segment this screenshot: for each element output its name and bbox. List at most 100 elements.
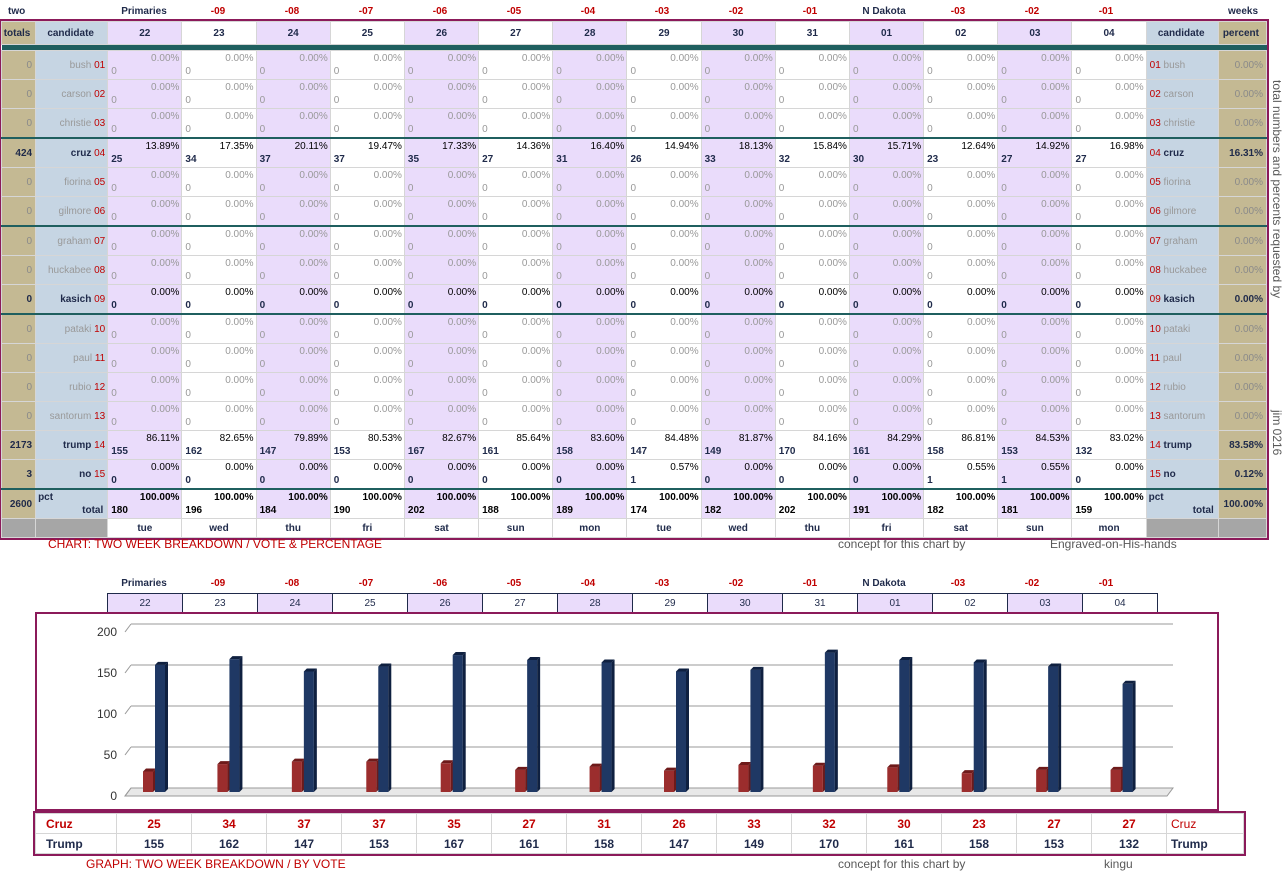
series-value: 35 — [416, 813, 492, 834]
vote-cell: 0.00% 0 — [848, 196, 925, 227]
candidate-number: 13 — [94, 410, 106, 422]
vote-percent: 0.00% — [447, 346, 477, 357]
vote-percent: 0.00% — [225, 199, 254, 210]
column-group-header: N Dakota — [862, 6, 906, 17]
bar-side-trump — [537, 656, 541, 792]
vote-percent: 0.00% — [521, 170, 551, 181]
vote-count: 0 — [1001, 417, 1007, 428]
vote-percent: 0.00% — [1041, 317, 1070, 328]
vote-cell: 0.00% 0 — [403, 255, 480, 285]
column-group-header: -02 — [728, 578, 744, 589]
candidate-number: 08 — [94, 264, 106, 276]
bar-top-trump — [527, 656, 541, 660]
candidate-number: 02 — [1149, 88, 1161, 100]
chart-date-header: 28 — [557, 593, 633, 613]
vote-cell: 83.02% 132 — [1071, 430, 1147, 460]
series-value: 167 — [416, 833, 492, 854]
vote-count: 0 — [778, 183, 785, 194]
column-group-header: -09 — [210, 578, 226, 589]
total-percent: 100.00% — [807, 492, 847, 503]
candidate-name: bush — [69, 59, 92, 71]
candidate-percent: 0.00% — [1217, 343, 1268, 373]
y-tick-label: 0 — [110, 789, 117, 803]
vote-cell: 0.00% 0 — [552, 196, 628, 227]
vote-count: 0 — [1001, 271, 1007, 282]
day-label: tue — [107, 518, 183, 538]
vote-cell: 0.00% 0 — [923, 225, 999, 256]
total-count: 180 — [111, 505, 128, 516]
vote-count: 0 — [852, 95, 859, 106]
candidate-percent: 0.00% — [1217, 196, 1268, 227]
vote-percent: 0.00% — [373, 170, 402, 181]
vote-count: 0 — [927, 359, 933, 370]
candidate-name: gilmore — [1163, 205, 1197, 217]
y-tick-label: 50 — [104, 748, 118, 762]
candidate-row: 0 santorum 13 0.00% 0 0.00% 0 0.00% 0 0.00% 0 0.00… — [0, 401, 1268, 431]
column-group-header: -01 — [1098, 578, 1114, 589]
vote-percent: 0.00% — [151, 170, 180, 181]
vote-percent: 0.00% — [670, 53, 699, 64]
vote-percent: 0.00% — [818, 317, 847, 328]
vote-count: 0 — [1001, 95, 1007, 106]
bar-top-trump — [378, 663, 392, 667]
candidate-name-cell-right: 09 kasich — [1145, 284, 1219, 315]
vote-cell: 0.00% 0 — [626, 343, 702, 373]
series-name: Cruz — [35, 813, 117, 834]
vote-percent: 0.00% — [744, 199, 773, 210]
series-value: 33 — [716, 813, 792, 834]
candidate-name-cell-right: 08 huckabee — [1145, 255, 1219, 285]
vote-count: 0 — [852, 212, 859, 223]
vote-count: 0 — [1075, 95, 1082, 106]
vote-count: 0 — [1001, 300, 1007, 311]
vote-cell: 0.00% 0 — [997, 343, 1073, 373]
day-label: sat — [403, 518, 480, 538]
vote-table: totals candidate 22 23 24 25 26 27 28 29 30 31 01 02 0… — [0, 19, 1269, 540]
candidate-row: 0 fiorina 05 0.00% 0 0.00% 0 0.00% 0 0.00% 0 0.00%… — [0, 167, 1268, 197]
vote-count: 0 — [704, 124, 711, 135]
vote-percent: 0.00% — [670, 287, 699, 298]
vote-count: 0 — [927, 300, 933, 311]
total-count: 182 — [927, 505, 944, 516]
vote-percent: 0.00% — [299, 229, 328, 240]
candidate-row: 2173 trump 14 86.11% 155 82.65% 162 79.89% 147 8… — [0, 430, 1268, 460]
vote-cell: 0.00% 0 — [700, 313, 776, 344]
series-value: 132 — [1091, 833, 1167, 854]
candidate-number: 12 — [1149, 381, 1161, 393]
candidate-number: 10 — [94, 323, 106, 335]
bar-trump — [527, 659, 538, 792]
vote-percent: 0.00% — [447, 82, 477, 93]
vote-count: 0 — [111, 242, 117, 253]
vote-count: 0 — [630, 388, 636, 399]
vote-percent: 0.00% — [1041, 111, 1070, 122]
vote-cell: 0.00% 0 — [329, 196, 405, 227]
series-value: 31 — [566, 813, 642, 834]
vote-percent: 0.00% — [225, 229, 254, 240]
vote-count: 0 — [556, 388, 562, 399]
vote-percent: 0.00% — [1115, 258, 1144, 269]
vote-cell: 0.00% 0 — [255, 50, 331, 80]
vote-count: 0 — [630, 417, 636, 428]
author-2: kingu — [1104, 857, 1133, 871]
day-spacer — [1145, 518, 1219, 538]
total-percent: 100.00% — [584, 492, 625, 503]
vote-count: 0 — [482, 212, 488, 223]
vote-percent: 0.00% — [892, 229, 922, 240]
total-percent: 100.00% — [733, 492, 773, 503]
bar-top-cruz — [291, 758, 305, 762]
vote-count: 155 — [111, 446, 128, 457]
vote-count: 0 — [778, 359, 785, 370]
column-group-header: Primaries — [121, 578, 167, 589]
vote-percent: 0.00% — [1115, 229, 1144, 240]
gridline-edge — [124, 623, 132, 633]
vote-percent: 0.00% — [373, 346, 402, 357]
vote-count: 1 — [1001, 475, 1007, 486]
vote-percent: 0.00% — [1115, 53, 1144, 64]
vote-cell: 0.00% 0 — [1071, 284, 1147, 315]
header-percent: percent — [1217, 21, 1268, 45]
vote-percent: 0.00% — [225, 317, 254, 328]
vote-percent: 19.47% — [368, 141, 402, 152]
candidate-name: paul — [1162, 352, 1182, 364]
vote-cell: 0.00% 0 — [923, 79, 999, 109]
vote-cell: 0.00% 0 — [255, 79, 331, 109]
bar-trump — [676, 671, 686, 792]
